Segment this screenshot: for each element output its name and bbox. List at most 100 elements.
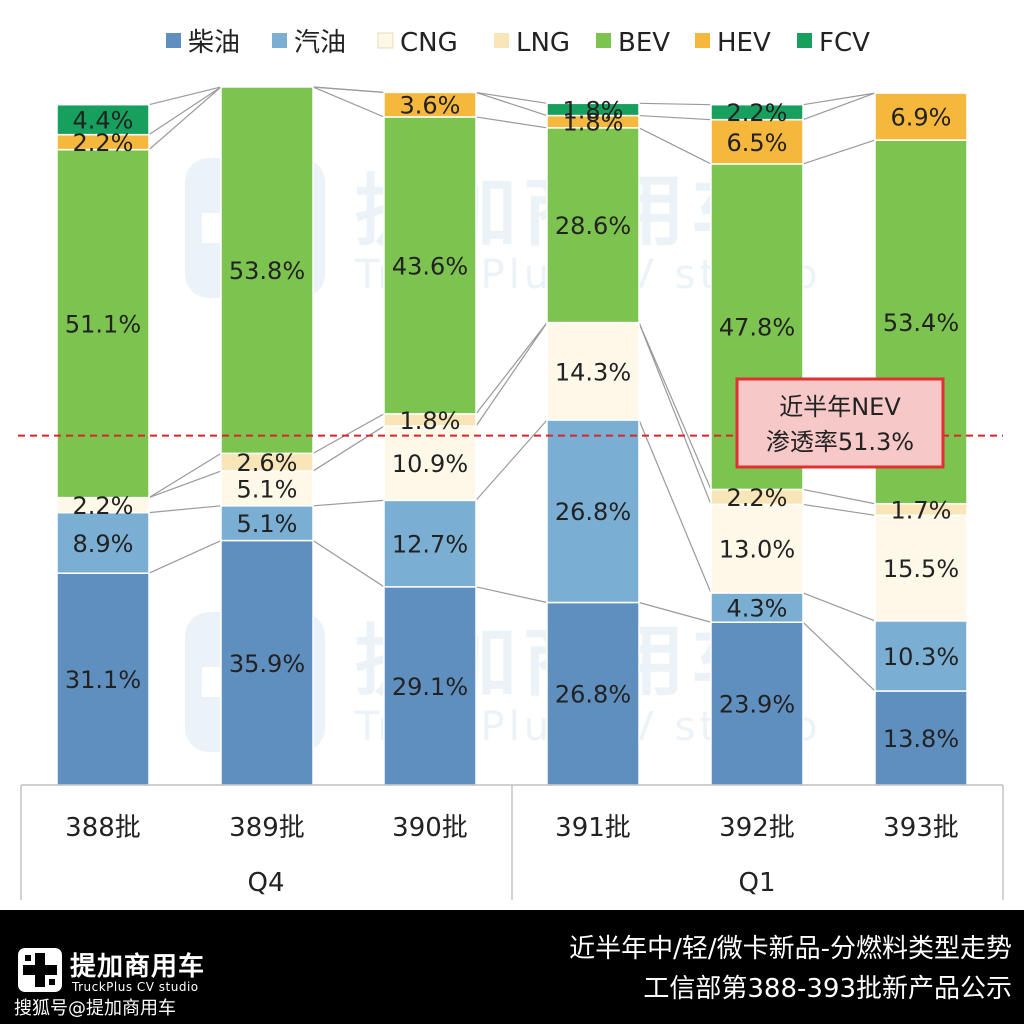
tick-label: 392批 (719, 813, 795, 843)
group-label: Q1 (738, 868, 775, 898)
legend-swatch (272, 33, 287, 48)
tick-label: 389批 (229, 813, 305, 843)
data-label: 2.6% (237, 449, 298, 477)
data-label: 51.1% (65, 311, 141, 339)
connector-line (148, 86, 222, 136)
bar-segment (56, 511, 150, 574)
connector-line (475, 586, 548, 604)
data-label: 14.3% (555, 358, 631, 386)
legend-label: LNG (516, 28, 570, 58)
connector-line (475, 116, 548, 129)
bar-segment (220, 505, 314, 542)
legend-swatch (596, 33, 611, 48)
data-label: 29.1% (392, 673, 468, 701)
bar-segment (546, 127, 640, 324)
logo-icon (18, 948, 62, 992)
logo-subtitle: TruckPlus CV studio (72, 980, 199, 994)
connector-line (312, 540, 385, 588)
bar-segment (383, 586, 477, 786)
source-note: 搜狐号@提加商用车 (14, 998, 176, 1019)
data-label: 12.7% (392, 531, 468, 559)
data-label: 26.8% (555, 681, 631, 709)
data-label: 35.9% (229, 650, 305, 678)
bar-segment (710, 592, 804, 623)
bar-segment (546, 102, 640, 117)
data-label: 1.7% (891, 497, 952, 525)
connector-line (638, 322, 712, 490)
bar-segment (710, 503, 804, 594)
data-label: 6.9% (891, 104, 952, 132)
bar-segment (383, 91, 477, 118)
tick-label: 388批 (65, 813, 141, 843)
legend-swatch (494, 33, 509, 48)
data-label: 43.6% (392, 252, 468, 280)
data-label: 1.8% (563, 109, 624, 137)
legend-swatch (695, 33, 710, 48)
data-label: 5.1% (237, 510, 298, 538)
annotation-line-1: 近半年NEV (779, 393, 901, 421)
connector-line (638, 601, 712, 623)
bar-segment (383, 116, 477, 415)
category-axis: 388批 389批 390批 391批 392批 393批 Q4 Q1 (20, 784, 1004, 900)
segment-labels: 31.1%8.9%2.2%51.1%2.2%4.4%35.9%5.1%5.1%2… (65, 92, 959, 753)
data-label: 2.2% (727, 484, 788, 512)
legend-label: FCV (819, 28, 870, 58)
connector-line (638, 322, 712, 505)
legend-label: HEV (717, 28, 771, 58)
data-label: 1.8% (563, 96, 624, 124)
data-label: 23.9% (719, 691, 795, 719)
connector-line (638, 102, 712, 106)
data-label: 4.3% (727, 595, 788, 623)
data-label: 1.8% (400, 407, 461, 435)
connector-line (148, 539, 222, 574)
legend-label: CNG (400, 28, 458, 58)
connector-lines (148, 86, 876, 692)
connector-line (312, 413, 385, 454)
connector-line (802, 92, 876, 121)
bar-segment (56, 572, 150, 786)
connector-line (638, 419, 712, 594)
data-label: 47.8% (719, 314, 795, 342)
connector-line (148, 86, 222, 151)
connector-line (312, 86, 385, 94)
bar-segment (56, 103, 150, 136)
connector-line (148, 470, 222, 499)
logo-name: 提加商用车 (70, 952, 206, 982)
bar-segment (874, 92, 968, 141)
data-label: 53.4% (883, 309, 959, 337)
data-label: 2.2% (73, 129, 134, 157)
tick-label: 390批 (392, 813, 468, 843)
connector-line (312, 499, 385, 507)
connector-line (475, 322, 548, 415)
connector-line (638, 127, 712, 165)
connector-line (802, 139, 876, 165)
data-label: 2.2% (727, 99, 788, 127)
data-label: 10.3% (883, 643, 959, 671)
data-label: 53.8% (229, 257, 305, 285)
data-label: 4.4% (73, 107, 134, 135)
bar-segment (383, 499, 477, 588)
caption-line-1: 近半年中/轻/微卡新品-分燃料类型走势 (569, 934, 1012, 964)
connector-line (475, 322, 548, 427)
legend: 柴油 汽油 CNG LNG BEV HEV FCV (166, 28, 870, 58)
connector-line (312, 425, 385, 472)
bar-segment (383, 425, 477, 502)
bar-segment (874, 514, 968, 622)
connector-line (802, 92, 876, 106)
legend-swatch (166, 33, 181, 48)
annotation-box (735, 377, 945, 469)
connector-line (802, 503, 876, 516)
nev-annotation: 近半年NEV 渗透率51.3% (735, 377, 945, 469)
connector-line (802, 592, 876, 622)
bar-segment (546, 601, 640, 786)
connector-line (475, 419, 548, 501)
legend-label: 汽油 (294, 28, 346, 58)
bar-segment (56, 148, 150, 499)
tick-label: 391批 (555, 813, 631, 843)
data-label: 8.9% (73, 530, 134, 558)
legend-swatch (377, 32, 394, 49)
data-label: 31.1% (65, 666, 141, 694)
bar-segment (546, 321, 640, 421)
legend-swatch (797, 33, 812, 48)
data-label: 6.5% (727, 129, 788, 157)
